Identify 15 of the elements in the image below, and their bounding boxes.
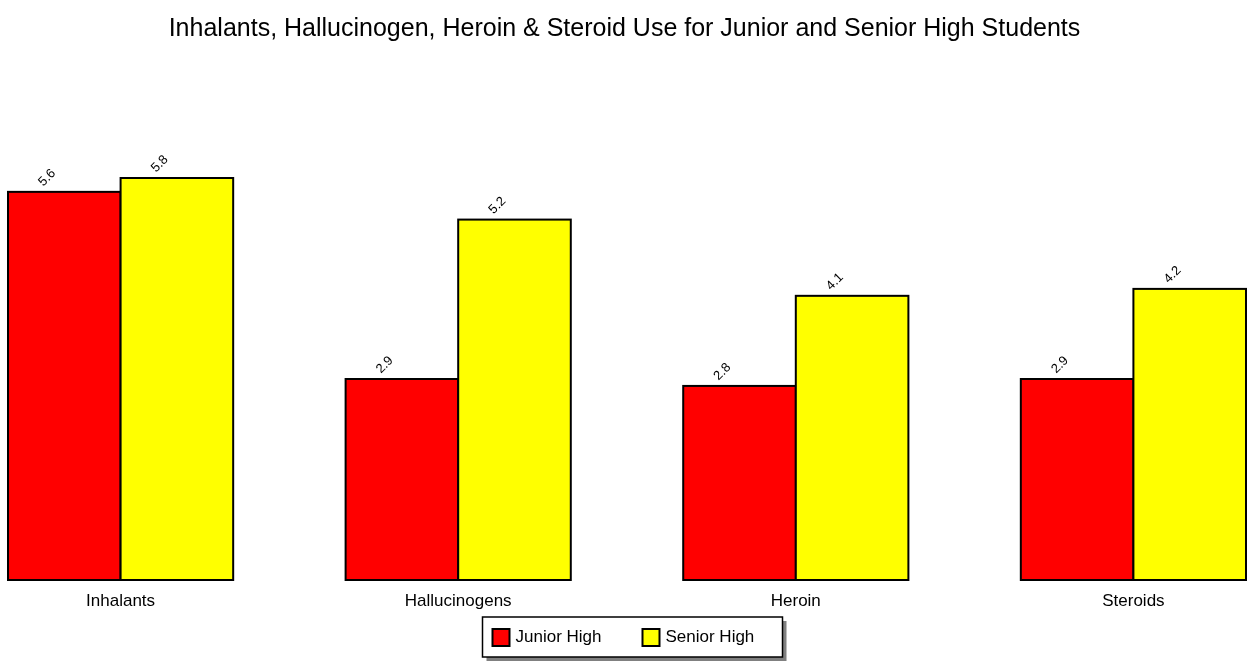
- data-label: 2.9: [372, 352, 396, 376]
- data-label: 2.9: [1047, 352, 1072, 376]
- x-tick-label: Heroin: [770, 591, 821, 610]
- data-label: 5.2: [485, 193, 509, 217]
- x-tick-label: Steroids: [1102, 591, 1165, 610]
- data-label: 5.6: [34, 165, 59, 189]
- legend-label: Junior High: [515, 627, 602, 646]
- data-label: 5.8: [147, 151, 171, 175]
- data-label: 4.1: [822, 269, 847, 293]
- chart-title: Inhalants, Hallucinogen, Heroin & Steroid Use for Junior and Senior High Students: [168, 13, 1081, 41]
- x-tick-label: Inhalants: [86, 591, 156, 610]
- x-tick-label: Hallucinogens: [404, 591, 512, 610]
- data-label: 2.8: [710, 359, 734, 383]
- data-label: 4.2: [1160, 262, 1184, 286]
- legend-label: Senior High: [665, 627, 755, 646]
